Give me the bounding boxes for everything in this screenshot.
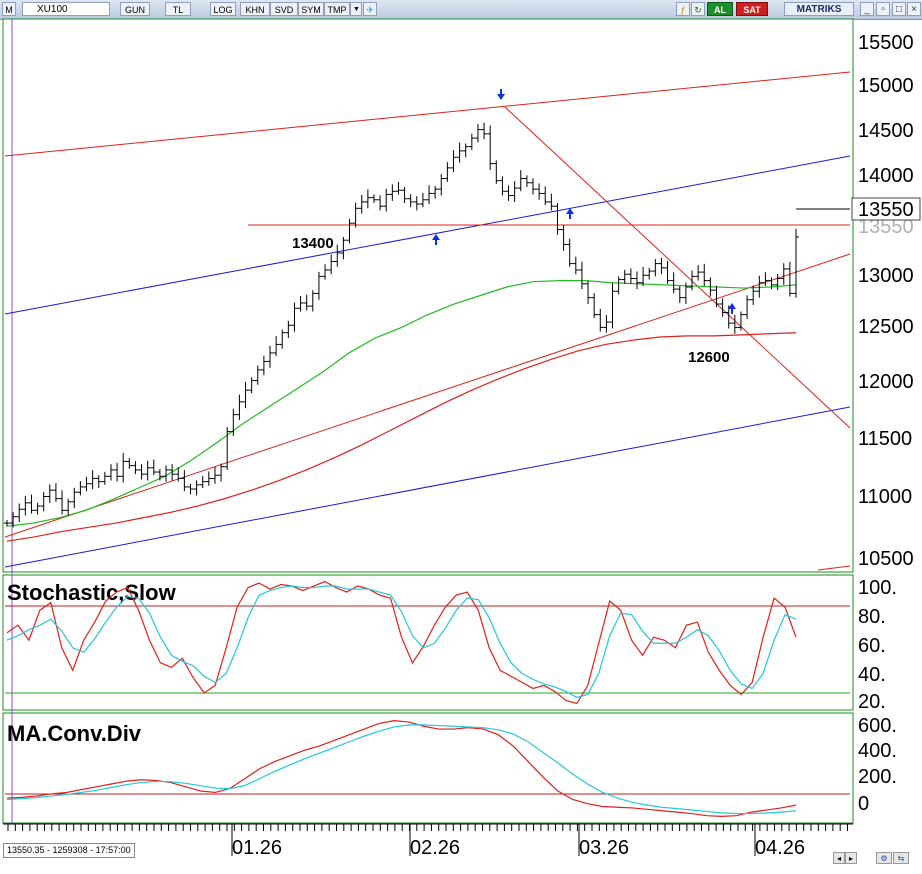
x-tick-label: 02.26 [410, 837, 460, 859]
signal-arrows [432, 89, 736, 314]
last-price-box [851, 197, 921, 221]
period-day-button[interactable]: GUN [120, 2, 150, 16]
trend-lines [4, 71, 851, 571]
stoch-y-tick: 100. [858, 577, 897, 599]
down-arrow-icon [497, 89, 505, 100]
y-tick-label: 15500 [858, 32, 914, 54]
stoch-y-tick: 40. [858, 664, 886, 686]
stoch-y-tick: 80. [858, 606, 886, 628]
y-tick-label: 13000 [858, 265, 914, 287]
y-tick-label: 11000 [858, 486, 912, 508]
up-arrow-icon [566, 208, 574, 219]
macd-y-tick: 400. [858, 740, 897, 762]
down-trend-line [504, 106, 851, 429]
scroll-left-icon[interactable]: ◂ [833, 852, 845, 864]
stochastic-lines [6, 580, 797, 705]
x-tick-label: 03.26 [579, 837, 629, 859]
status-readout: 13550.35 - 1259308 - 17:57:00 [3, 843, 135, 858]
macd-line [6, 720, 797, 817]
menu-button[interactable]: M [2, 2, 16, 16]
x-tick-label: 01.26 [232, 837, 282, 859]
price-bars [4, 122, 799, 528]
up-arrow-icon [728, 303, 736, 314]
minimize-icon[interactable]: _ [860, 2, 874, 16]
y-tick-label: 12500 [858, 316, 914, 338]
formula-icon[interactable]: ƒ [676, 2, 690, 16]
stoch-y-tick: 60. [858, 635, 886, 657]
refresh-icon[interactable]: ↻ [691, 2, 705, 16]
y-tick-label: 12000 [858, 371, 914, 393]
stoch-k-line [6, 580, 797, 705]
y-tick-label: 14000 [858, 165, 914, 187]
y-tick-label: 10500 [858, 548, 914, 570]
lower-channel-line [4, 406, 851, 568]
stoch-y-tick: 20. [858, 691, 886, 713]
x-tick-label: 04.26 [755, 837, 805, 859]
maximize-icon[interactable]: □ [892, 2, 906, 16]
upper-channel-line [4, 71, 851, 157]
sym-button[interactable]: SYM [298, 2, 324, 16]
log-scale-button[interactable]: LOG [210, 2, 236, 16]
macd-y-tick: 0 [858, 793, 869, 815]
annotation-13400: 13400 [292, 235, 334, 252]
price-panel-frame [2, 18, 854, 573]
tmp-button[interactable]: TMP [324, 2, 350, 16]
moving-averages [6, 280, 797, 542]
currency-tl-button[interactable]: TL [165, 2, 191, 16]
settings-icon[interactable]: ⚙ [876, 852, 892, 864]
stoch-d-line [6, 585, 797, 699]
stochastic-panel-frame [2, 574, 854, 711]
middle-channel-line [4, 155, 851, 315]
last-price-label: 13550 [858, 199, 914, 221]
ma-green-line [6, 280, 797, 527]
restore-icon[interactable]: ▫ [876, 2, 890, 16]
ma-red-line [6, 332, 797, 542]
svd-button[interactable]: SVD [270, 2, 298, 16]
short-red-segment [817, 565, 851, 571]
dropdown-icon[interactable]: ▼ [350, 2, 362, 16]
scroll-right-icon[interactable]: ▸ [845, 852, 857, 864]
macd-signal-line [6, 724, 797, 815]
annotation-12600: 12600 [688, 349, 730, 366]
macd-title: MA.Conv.Div [7, 721, 142, 746]
macd-y-tick: 200. [858, 766, 897, 788]
brand-logo: MATRIKS [784, 2, 854, 16]
macd-panel-frame [2, 712, 854, 824]
y-tick-label: 15000 [858, 75, 914, 97]
macd-y-tick: 600. [858, 715, 897, 737]
stochastic-title: Stochastic,Slow [7, 580, 177, 605]
chart-toolbar: M XU100 GUN TL LOG KHN SVD SYM TMP ▼ ✈ ƒ… [0, 0, 922, 20]
zoom-icon[interactable]: ⇆ [893, 852, 909, 864]
up-trend-line [4, 253, 851, 538]
time-axis [3, 823, 853, 856]
buy-button[interactable]: AL [707, 2, 733, 16]
y-tick-label: 11500 [858, 428, 912, 450]
twitter-icon[interactable]: ✈ [363, 2, 377, 16]
y-tick-label: 13550 [858, 216, 914, 238]
symbol-field[interactable]: XU100 [22, 2, 110, 16]
up-arrow-icon [432, 234, 440, 245]
y-tick-label: 14500 [858, 120, 914, 142]
close-icon[interactable]: × [907, 2, 921, 16]
price-axis: 15500 15000 14500 14000 13550 13000 1250… [858, 32, 914, 570]
khn-button[interactable]: KHN [240, 2, 270, 16]
sell-button[interactable]: SAT [736, 2, 768, 16]
macd-lines [6, 720, 797, 817]
